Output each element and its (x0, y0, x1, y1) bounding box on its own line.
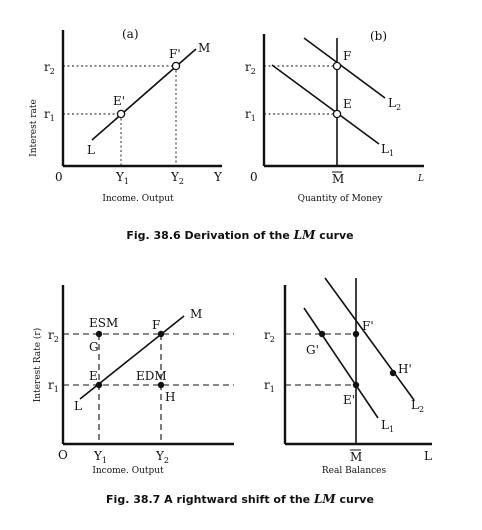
income-axis-label: Income. Output (102, 194, 174, 204)
origin-label: 0 (250, 170, 258, 184)
balances-axis-end-label: L (424, 449, 432, 463)
income-axis-end-label: Y (213, 170, 223, 184)
r2-label: r2 (264, 328, 275, 344)
r1-label: r1 (48, 378, 59, 394)
curve-l2-label: L2 (388, 96, 401, 112)
r2-label: r2 (44, 60, 55, 76)
point-e (332, 109, 342, 119)
curve-l2 (303, 37, 386, 99)
y2-tick-label: Y2 (170, 170, 184, 186)
lm-curve (91, 48, 197, 141)
point-e-prime-label: E' (113, 94, 125, 108)
r2-label: r2 (48, 328, 59, 344)
edm-label: EDM (136, 369, 167, 383)
curve-m-label: M (190, 307, 202, 321)
y1-tick-label: Y1 (93, 449, 107, 465)
point-f-prime (171, 61, 181, 71)
esm-label: ESM (89, 316, 118, 330)
point-e-prime-label: E' (343, 393, 355, 407)
curve-l1-label: L1 (381, 142, 394, 158)
point-h (157, 381, 165, 389)
point-g-prime (318, 330, 326, 338)
point-e-prime (116, 109, 126, 119)
curve-l-label: L (87, 143, 95, 157)
point-e (95, 381, 103, 389)
point-f-prime (352, 330, 360, 338)
curve-l1-label: L1 (381, 418, 394, 434)
income-axis-label: Income. Output (92, 466, 164, 476)
y1-tick-label: Y1 (115, 170, 129, 186)
point-f-prime-label: F' (362, 319, 374, 333)
r1-label: r1 (245, 107, 256, 123)
interest-rate-axis-label: Interest Rate (r) (32, 328, 43, 403)
balances-axis-label: Real Balances (322, 466, 387, 476)
r1-label: r1 (44, 107, 55, 123)
curve-l2 (324, 277, 415, 401)
point-e-label: E (343, 97, 352, 111)
point-e-prime (352, 381, 360, 389)
panel-b: (b) E F L1 L2 r2 r1 0 M L Quantity of Mo… (245, 29, 424, 204)
money-axis-label: Quantity of Money (298, 194, 384, 204)
figure-38-7: Interest Rate (r) ESM G F E EDM H L M r2… (32, 277, 432, 506)
mbar-label: M (332, 172, 344, 186)
point-f (157, 330, 165, 338)
point-f-label: F (343, 49, 351, 63)
panel-a-label: (a) (122, 27, 139, 41)
fig-38-6-caption: Fig. 38.6 Derivation of the LM curve (126, 228, 353, 242)
figure-38-6: (a) Interest rate E' F' L M r2 r1 0 Y1 Y… (29, 27, 424, 242)
origin-label: 0 (55, 170, 63, 184)
panel-right: G' F' E' H' L1 L2 r2 r1 M L Real Balance… (264, 277, 432, 476)
curve-m-label: M (198, 41, 210, 55)
point-h-prime-label: H' (398, 362, 412, 376)
panel-left: Interest Rate (r) ESM G F E EDM H L M r2… (32, 285, 234, 476)
r1-label: r1 (264, 378, 275, 394)
mbar-label: M (350, 450, 362, 464)
origin-label: O (58, 448, 68, 462)
point-f (332, 61, 342, 71)
panel-a: (a) Interest rate E' F' L M r2 r1 0 Y1 Y… (29, 27, 223, 204)
point-g-label: G (89, 340, 99, 354)
point-h-label: H (165, 390, 175, 404)
point-f-label: F (152, 318, 160, 332)
curve-l-label: L (74, 399, 82, 413)
r2-label: r2 (245, 60, 256, 76)
point-g-prime-label: G' (306, 343, 319, 357)
point-e-label: E (89, 369, 98, 383)
interest-rate-axis-label: Interest rate (29, 99, 39, 157)
point-f-prime-label: F' (169, 47, 181, 61)
fig-38-7-caption: Fig. 38.7 A rightward shift of the LM cu… (106, 492, 374, 506)
y2-tick-label: Y2 (155, 449, 169, 465)
panel-b-label: (b) (370, 29, 387, 43)
curve-l1 (303, 307, 379, 419)
point-g (95, 330, 103, 338)
curve-l1 (271, 64, 380, 145)
curve-l2-label: L2 (411, 398, 424, 414)
point-h-prime (389, 369, 397, 377)
money-axis-end-label: L (417, 174, 424, 184)
